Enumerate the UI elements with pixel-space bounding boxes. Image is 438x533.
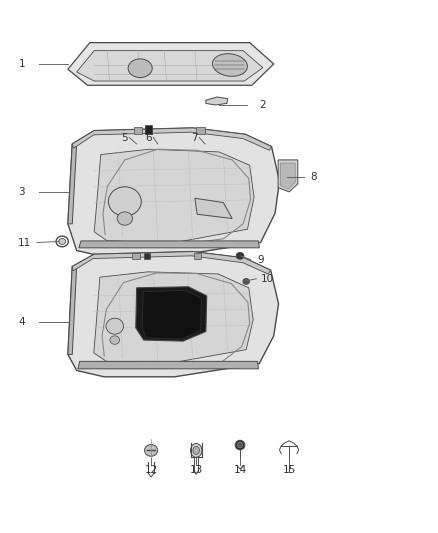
Ellipse shape	[59, 238, 66, 244]
Polygon shape	[68, 252, 279, 377]
Ellipse shape	[237, 442, 243, 448]
Bar	[194, 253, 201, 259]
Ellipse shape	[235, 440, 245, 450]
Polygon shape	[195, 198, 232, 219]
Text: 1: 1	[18, 59, 25, 69]
Text: 12: 12	[145, 465, 158, 475]
Ellipse shape	[243, 278, 250, 285]
Text: 15: 15	[283, 465, 296, 475]
Ellipse shape	[236, 253, 244, 259]
Polygon shape	[68, 144, 77, 224]
Polygon shape	[68, 43, 274, 85]
Text: 8: 8	[310, 172, 317, 182]
Ellipse shape	[106, 318, 124, 334]
Text: 4: 4	[18, 318, 25, 327]
Text: 9: 9	[257, 255, 264, 264]
Ellipse shape	[117, 212, 132, 225]
Polygon shape	[136, 287, 207, 341]
Polygon shape	[206, 97, 228, 105]
Text: 13: 13	[190, 465, 203, 475]
Polygon shape	[68, 266, 77, 354]
Bar	[145, 125, 152, 134]
Ellipse shape	[128, 59, 152, 77]
Ellipse shape	[145, 445, 158, 456]
Text: 2: 2	[259, 100, 266, 110]
Text: 10: 10	[261, 274, 274, 284]
Text: 11: 11	[18, 238, 31, 247]
Polygon shape	[79, 241, 259, 248]
Text: 5: 5	[121, 133, 128, 142]
Polygon shape	[280, 163, 295, 189]
Polygon shape	[77, 51, 263, 81]
Ellipse shape	[212, 54, 247, 76]
Ellipse shape	[191, 443, 202, 457]
Bar	[134, 127, 142, 134]
Bar	[196, 127, 205, 134]
Text: 3: 3	[18, 187, 25, 197]
Bar	[144, 253, 150, 259]
Ellipse shape	[108, 187, 141, 216]
Polygon shape	[78, 361, 258, 369]
Ellipse shape	[193, 447, 200, 454]
Polygon shape	[72, 128, 272, 150]
Polygon shape	[142, 290, 201, 339]
Bar	[145, 127, 152, 134]
Polygon shape	[278, 160, 298, 192]
Polygon shape	[94, 272, 253, 362]
Polygon shape	[94, 149, 254, 243]
Text: 6: 6	[145, 133, 152, 142]
Polygon shape	[72, 252, 271, 274]
Text: 7: 7	[191, 133, 198, 142]
Text: 14: 14	[233, 465, 247, 475]
Ellipse shape	[110, 336, 120, 344]
Polygon shape	[68, 128, 279, 257]
Bar	[132, 253, 140, 259]
